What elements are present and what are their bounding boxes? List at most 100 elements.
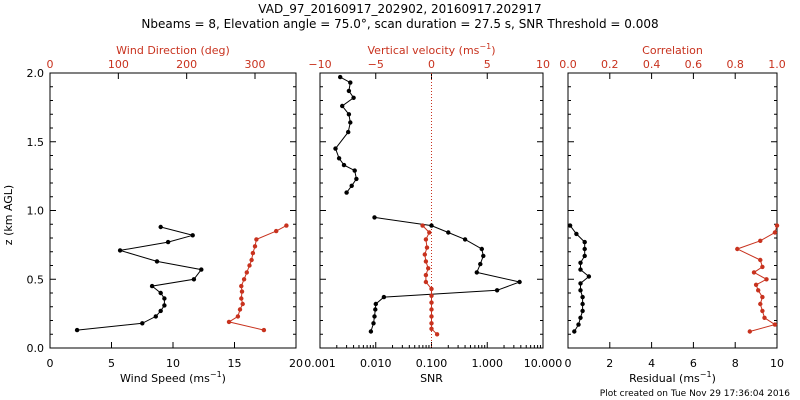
bottom-tick-label: 10 (166, 357, 180, 370)
data-point (240, 301, 245, 307)
data-point (241, 277, 247, 282)
bottom-tick-label: 0.100 (416, 357, 448, 370)
data-point (252, 244, 258, 249)
series-line-bottom (569, 225, 590, 332)
data-point (424, 245, 430, 250)
data-point (423, 279, 429, 285)
data-point (567, 223, 573, 228)
top-tick-label: 300 (245, 58, 266, 71)
bottom-tick-label: 20 (289, 357, 303, 370)
data-point (346, 88, 352, 94)
y-tick-label: 0.0 (27, 342, 45, 355)
series-line-top (736, 225, 778, 332)
y-axis-label: z (km AGL) (2, 185, 15, 245)
series-line-top (422, 225, 438, 335)
data-point (586, 274, 592, 279)
data-point (140, 321, 145, 326)
data-point (758, 238, 763, 243)
data-point (422, 252, 427, 257)
data-point (274, 228, 279, 234)
top-tick-label: 0 (47, 58, 54, 71)
data-point (580, 294, 585, 300)
data-point (235, 314, 241, 319)
data-point (352, 168, 357, 173)
data-point (226, 319, 232, 325)
data-point (772, 230, 778, 235)
data-point (758, 301, 763, 307)
data-point (756, 288, 761, 293)
data-point (284, 223, 289, 228)
data-point (429, 293, 434, 298)
data-point (158, 224, 163, 230)
data-point (158, 308, 163, 314)
bottom-axis-label: Residual (ms−1) (629, 370, 716, 385)
bottom-tick-label: 0.001 (304, 357, 336, 370)
data-point (429, 314, 434, 319)
bottom-tick-label: 5 (108, 357, 115, 370)
data-point (372, 314, 377, 319)
data-point (74, 327, 80, 333)
top-tick-label: 0 (428, 58, 435, 71)
series-line-bottom (77, 226, 203, 331)
data-point (420, 223, 425, 228)
data-point (373, 301, 378, 307)
data-point (578, 288, 583, 293)
series-line-bottom (334, 76, 522, 332)
data-point (760, 264, 765, 270)
data-point (582, 246, 587, 252)
data-point (423, 272, 429, 278)
data-point (427, 230, 432, 235)
data-point (580, 308, 585, 314)
data-point (153, 314, 158, 319)
bottom-tick-label: 0 (47, 357, 54, 370)
data-point (199, 267, 204, 272)
data-point (190, 233, 195, 238)
data-point (261, 327, 267, 333)
top-tick-label: 10 (536, 58, 550, 71)
data-point (576, 322, 581, 327)
data-point (494, 288, 500, 293)
data-point (578, 315, 583, 320)
data-point (249, 257, 254, 263)
data-point (373, 307, 378, 312)
data-point (774, 223, 780, 228)
y-tick-label: 0.5 (27, 273, 45, 286)
data-point (574, 231, 579, 237)
data-point (368, 329, 374, 334)
data-point (354, 176, 359, 182)
data-point (239, 289, 245, 294)
bottom-tick-label: 8 (732, 357, 739, 370)
data-point (772, 322, 778, 327)
data-point (239, 283, 244, 289)
panel-3: 0 2 4 6 8 10 Residual (ms−1) 0.0 0.2 0.4 0.6 0.8 1.0… (559, 44, 786, 385)
data-point (423, 259, 429, 264)
data-point (764, 277, 769, 282)
data-point (446, 230, 451, 235)
data-point (237, 307, 243, 312)
data-point (250, 250, 256, 256)
data-point (762, 315, 767, 320)
plot-created-footer: Plot created on Tue Nov 29 17:36:04 2016 (599, 389, 790, 399)
panel-frame (49, 72, 297, 349)
data-point (582, 253, 587, 259)
bottom-tick-label: 0 (565, 357, 572, 370)
data-point (760, 308, 765, 314)
data-point (165, 239, 171, 245)
bottom-tick-label: 6 (690, 357, 697, 370)
data-point (254, 237, 259, 242)
top-axis-label: Vertical velocity (ms−1) (368, 42, 496, 57)
bottom-tick-label: 2 (606, 357, 613, 370)
top-axis-label: Wind Direction (deg) (116, 44, 230, 57)
bottom-axis-label: Wind Speed (ms−1) (120, 370, 226, 385)
data-point (580, 301, 585, 307)
data-point (760, 294, 765, 300)
data-point (735, 246, 740, 252)
data-point (239, 296, 244, 301)
data-point (162, 303, 167, 308)
top-tick-label: 0.4 (643, 58, 661, 71)
data-point (481, 253, 486, 259)
top-tick-label: 1.0 (768, 58, 786, 71)
top-tick-label: 200 (176, 58, 197, 71)
bottom-axis-label: SNR (420, 372, 443, 385)
